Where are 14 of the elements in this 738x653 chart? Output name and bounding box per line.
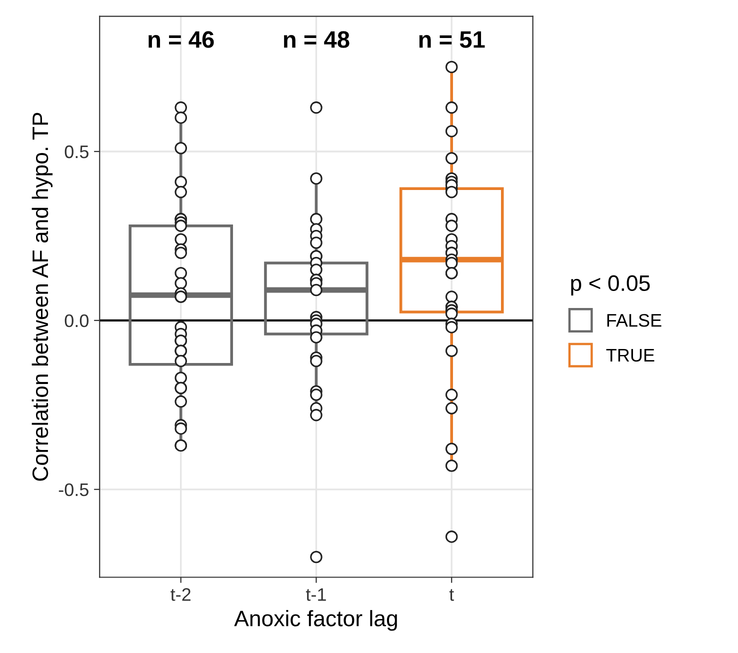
x-tick-label: t	[449, 589, 454, 601]
x-tick-label: t-2	[170, 588, 190, 601]
y-axis-title: Correlation between AF and hypo. TP	[32, 112, 53, 481]
annotation: n = 48	[284, 31, 350, 48]
legend-label: FALSE	[607, 314, 662, 327]
annotation: n = 51	[419, 31, 485, 48]
legend-title: p < 0.05	[571, 275, 650, 296]
y-tick-label: 0.0	[64, 314, 89, 328]
legend-label: TRUE	[606, 349, 654, 362]
x-tick-label: t-1	[306, 588, 326, 601]
x-axis-title: Anoxic factor lag	[234, 610, 397, 631]
y-tick-label: 0.5	[64, 145, 88, 158]
annotation: n = 46	[148, 31, 214, 48]
y-tick-label: -0.5	[58, 483, 88, 496]
